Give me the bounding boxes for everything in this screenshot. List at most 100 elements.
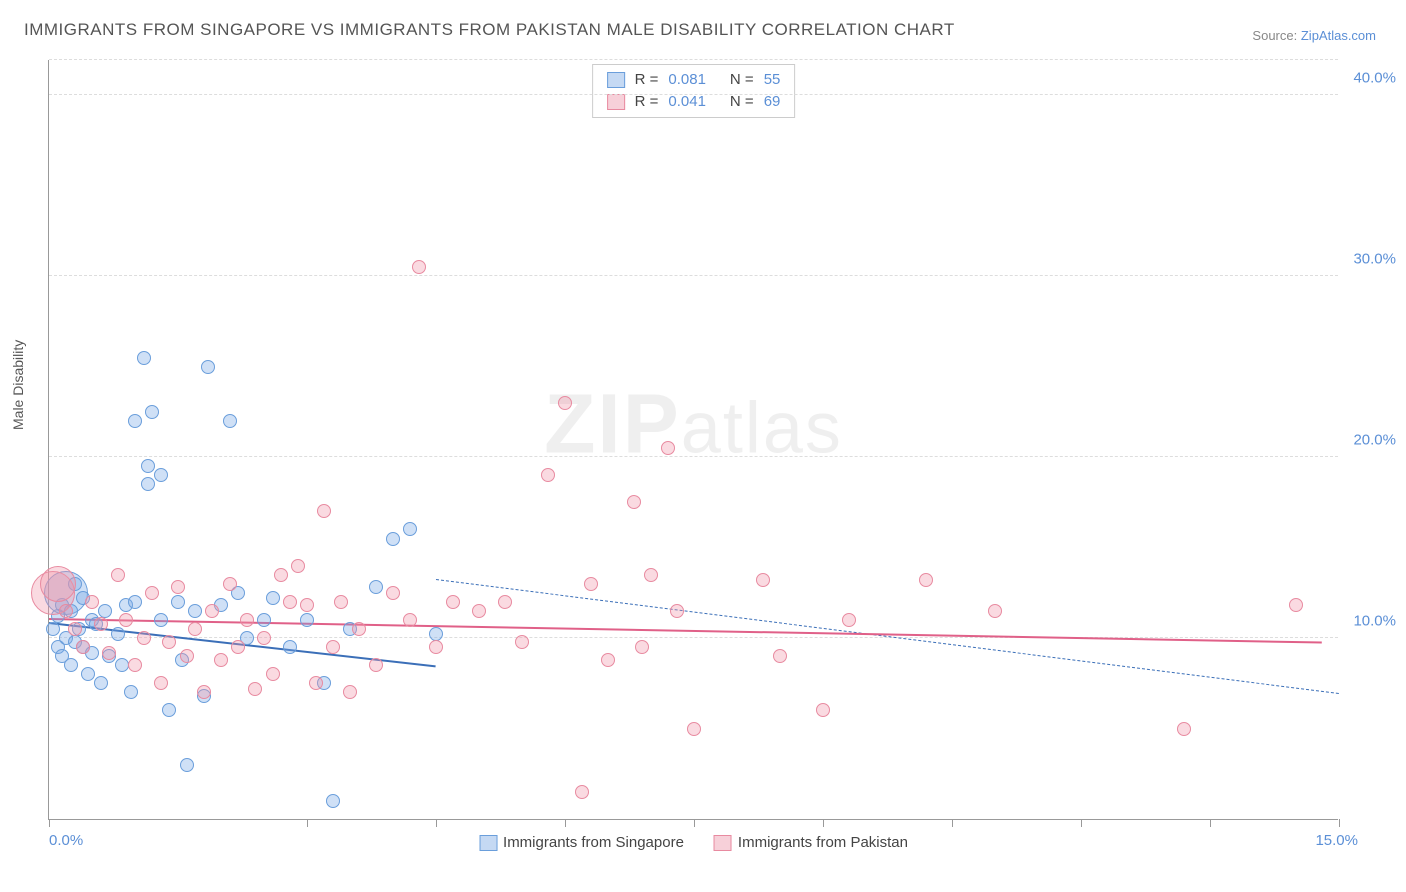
y-tick-label: 30.0% bbox=[1353, 251, 1396, 268]
data-point bbox=[223, 414, 237, 428]
data-point bbox=[145, 586, 159, 600]
data-point bbox=[111, 568, 125, 582]
data-point bbox=[291, 559, 305, 573]
data-point bbox=[412, 260, 426, 274]
data-point bbox=[162, 703, 176, 717]
data-point bbox=[171, 580, 185, 594]
data-point bbox=[661, 441, 675, 455]
legend-r-label: R = bbox=[635, 69, 659, 91]
data-point bbox=[154, 676, 168, 690]
x-tick bbox=[565, 819, 566, 827]
data-point bbox=[842, 613, 856, 627]
data-point bbox=[369, 580, 383, 594]
data-point bbox=[334, 595, 348, 609]
data-point bbox=[154, 613, 168, 627]
gridline bbox=[49, 456, 1338, 457]
x-axis-min-label: 0.0% bbox=[49, 832, 83, 849]
data-point bbox=[141, 459, 155, 473]
data-point bbox=[137, 351, 151, 365]
data-point bbox=[257, 631, 271, 645]
data-point bbox=[300, 598, 314, 612]
data-point bbox=[472, 604, 486, 618]
data-point bbox=[386, 586, 400, 600]
data-point bbox=[498, 595, 512, 609]
data-point bbox=[59, 604, 73, 618]
source-label: Source: bbox=[1252, 28, 1297, 43]
data-point bbox=[141, 477, 155, 491]
data-point bbox=[171, 595, 185, 609]
data-point bbox=[584, 577, 598, 591]
data-point bbox=[85, 595, 99, 609]
data-point bbox=[919, 573, 933, 587]
data-point bbox=[343, 685, 357, 699]
data-point bbox=[68, 622, 82, 636]
legend-label: Immigrants from Pakistan bbox=[738, 834, 908, 851]
data-point bbox=[64, 658, 78, 672]
x-axis-max-label: 15.0% bbox=[1315, 832, 1358, 849]
data-point bbox=[40, 566, 76, 602]
data-point bbox=[644, 568, 658, 582]
x-tick bbox=[1210, 819, 1211, 827]
data-point bbox=[283, 640, 297, 654]
data-point bbox=[575, 785, 589, 799]
data-point bbox=[240, 613, 254, 627]
data-point bbox=[756, 573, 770, 587]
data-point bbox=[46, 622, 60, 636]
data-point bbox=[124, 685, 138, 699]
x-tick bbox=[952, 819, 953, 827]
data-point bbox=[988, 604, 1002, 618]
data-point bbox=[1289, 598, 1303, 612]
x-tick bbox=[1339, 819, 1340, 827]
data-point bbox=[205, 604, 219, 618]
data-point bbox=[81, 667, 95, 681]
source-link[interactable]: ZipAtlas.com bbox=[1301, 28, 1376, 43]
data-point bbox=[128, 595, 142, 609]
x-tick bbox=[823, 819, 824, 827]
data-point bbox=[145, 405, 159, 419]
series-legend: Immigrants from Singapore Immigrants from… bbox=[479, 834, 908, 851]
data-point bbox=[386, 532, 400, 546]
x-tick bbox=[49, 819, 50, 827]
legend-item: Immigrants from Singapore bbox=[479, 834, 684, 851]
data-point bbox=[102, 646, 116, 660]
legend-swatch bbox=[714, 835, 732, 851]
data-point bbox=[248, 682, 262, 696]
gridline bbox=[49, 94, 1338, 95]
data-point bbox=[162, 635, 176, 649]
legend-n-label: N = bbox=[730, 69, 754, 91]
legend-swatch bbox=[479, 835, 497, 851]
page-title: IMMIGRANTS FROM SINGAPORE VS IMMIGRANTS … bbox=[24, 20, 955, 40]
data-point bbox=[1177, 722, 1191, 736]
data-point bbox=[635, 640, 649, 654]
legend-n-value: 55 bbox=[764, 69, 781, 91]
y-axis-label: Male Disability bbox=[10, 340, 26, 430]
data-point bbox=[115, 658, 129, 672]
legend-swatch bbox=[607, 94, 625, 110]
correlation-legend: R = 0.081N = 55R = 0.041N = 69 bbox=[592, 64, 796, 118]
data-point bbox=[128, 414, 142, 428]
y-tick-label: 10.0% bbox=[1353, 613, 1396, 630]
data-point bbox=[773, 649, 787, 663]
data-point bbox=[429, 640, 443, 654]
data-point bbox=[274, 568, 288, 582]
data-point bbox=[687, 722, 701, 736]
data-point bbox=[128, 658, 142, 672]
watermark: ZIPatlas bbox=[544, 376, 843, 473]
x-tick bbox=[1081, 819, 1082, 827]
gridline bbox=[49, 275, 1338, 276]
data-point bbox=[180, 758, 194, 772]
scatter-chart: ZIPatlas R = 0.081N = 55R = 0.041N = 69 … bbox=[48, 60, 1338, 820]
x-tick bbox=[307, 819, 308, 827]
data-point bbox=[76, 640, 90, 654]
data-point bbox=[111, 627, 125, 641]
legend-label: Immigrants from Singapore bbox=[503, 834, 684, 851]
data-point bbox=[283, 595, 297, 609]
data-point bbox=[201, 360, 215, 374]
data-point bbox=[317, 504, 331, 518]
legend-swatch bbox=[607, 72, 625, 88]
data-point bbox=[266, 591, 280, 605]
data-point bbox=[326, 640, 340, 654]
data-point bbox=[154, 468, 168, 482]
data-point bbox=[558, 396, 572, 410]
data-point bbox=[515, 635, 529, 649]
